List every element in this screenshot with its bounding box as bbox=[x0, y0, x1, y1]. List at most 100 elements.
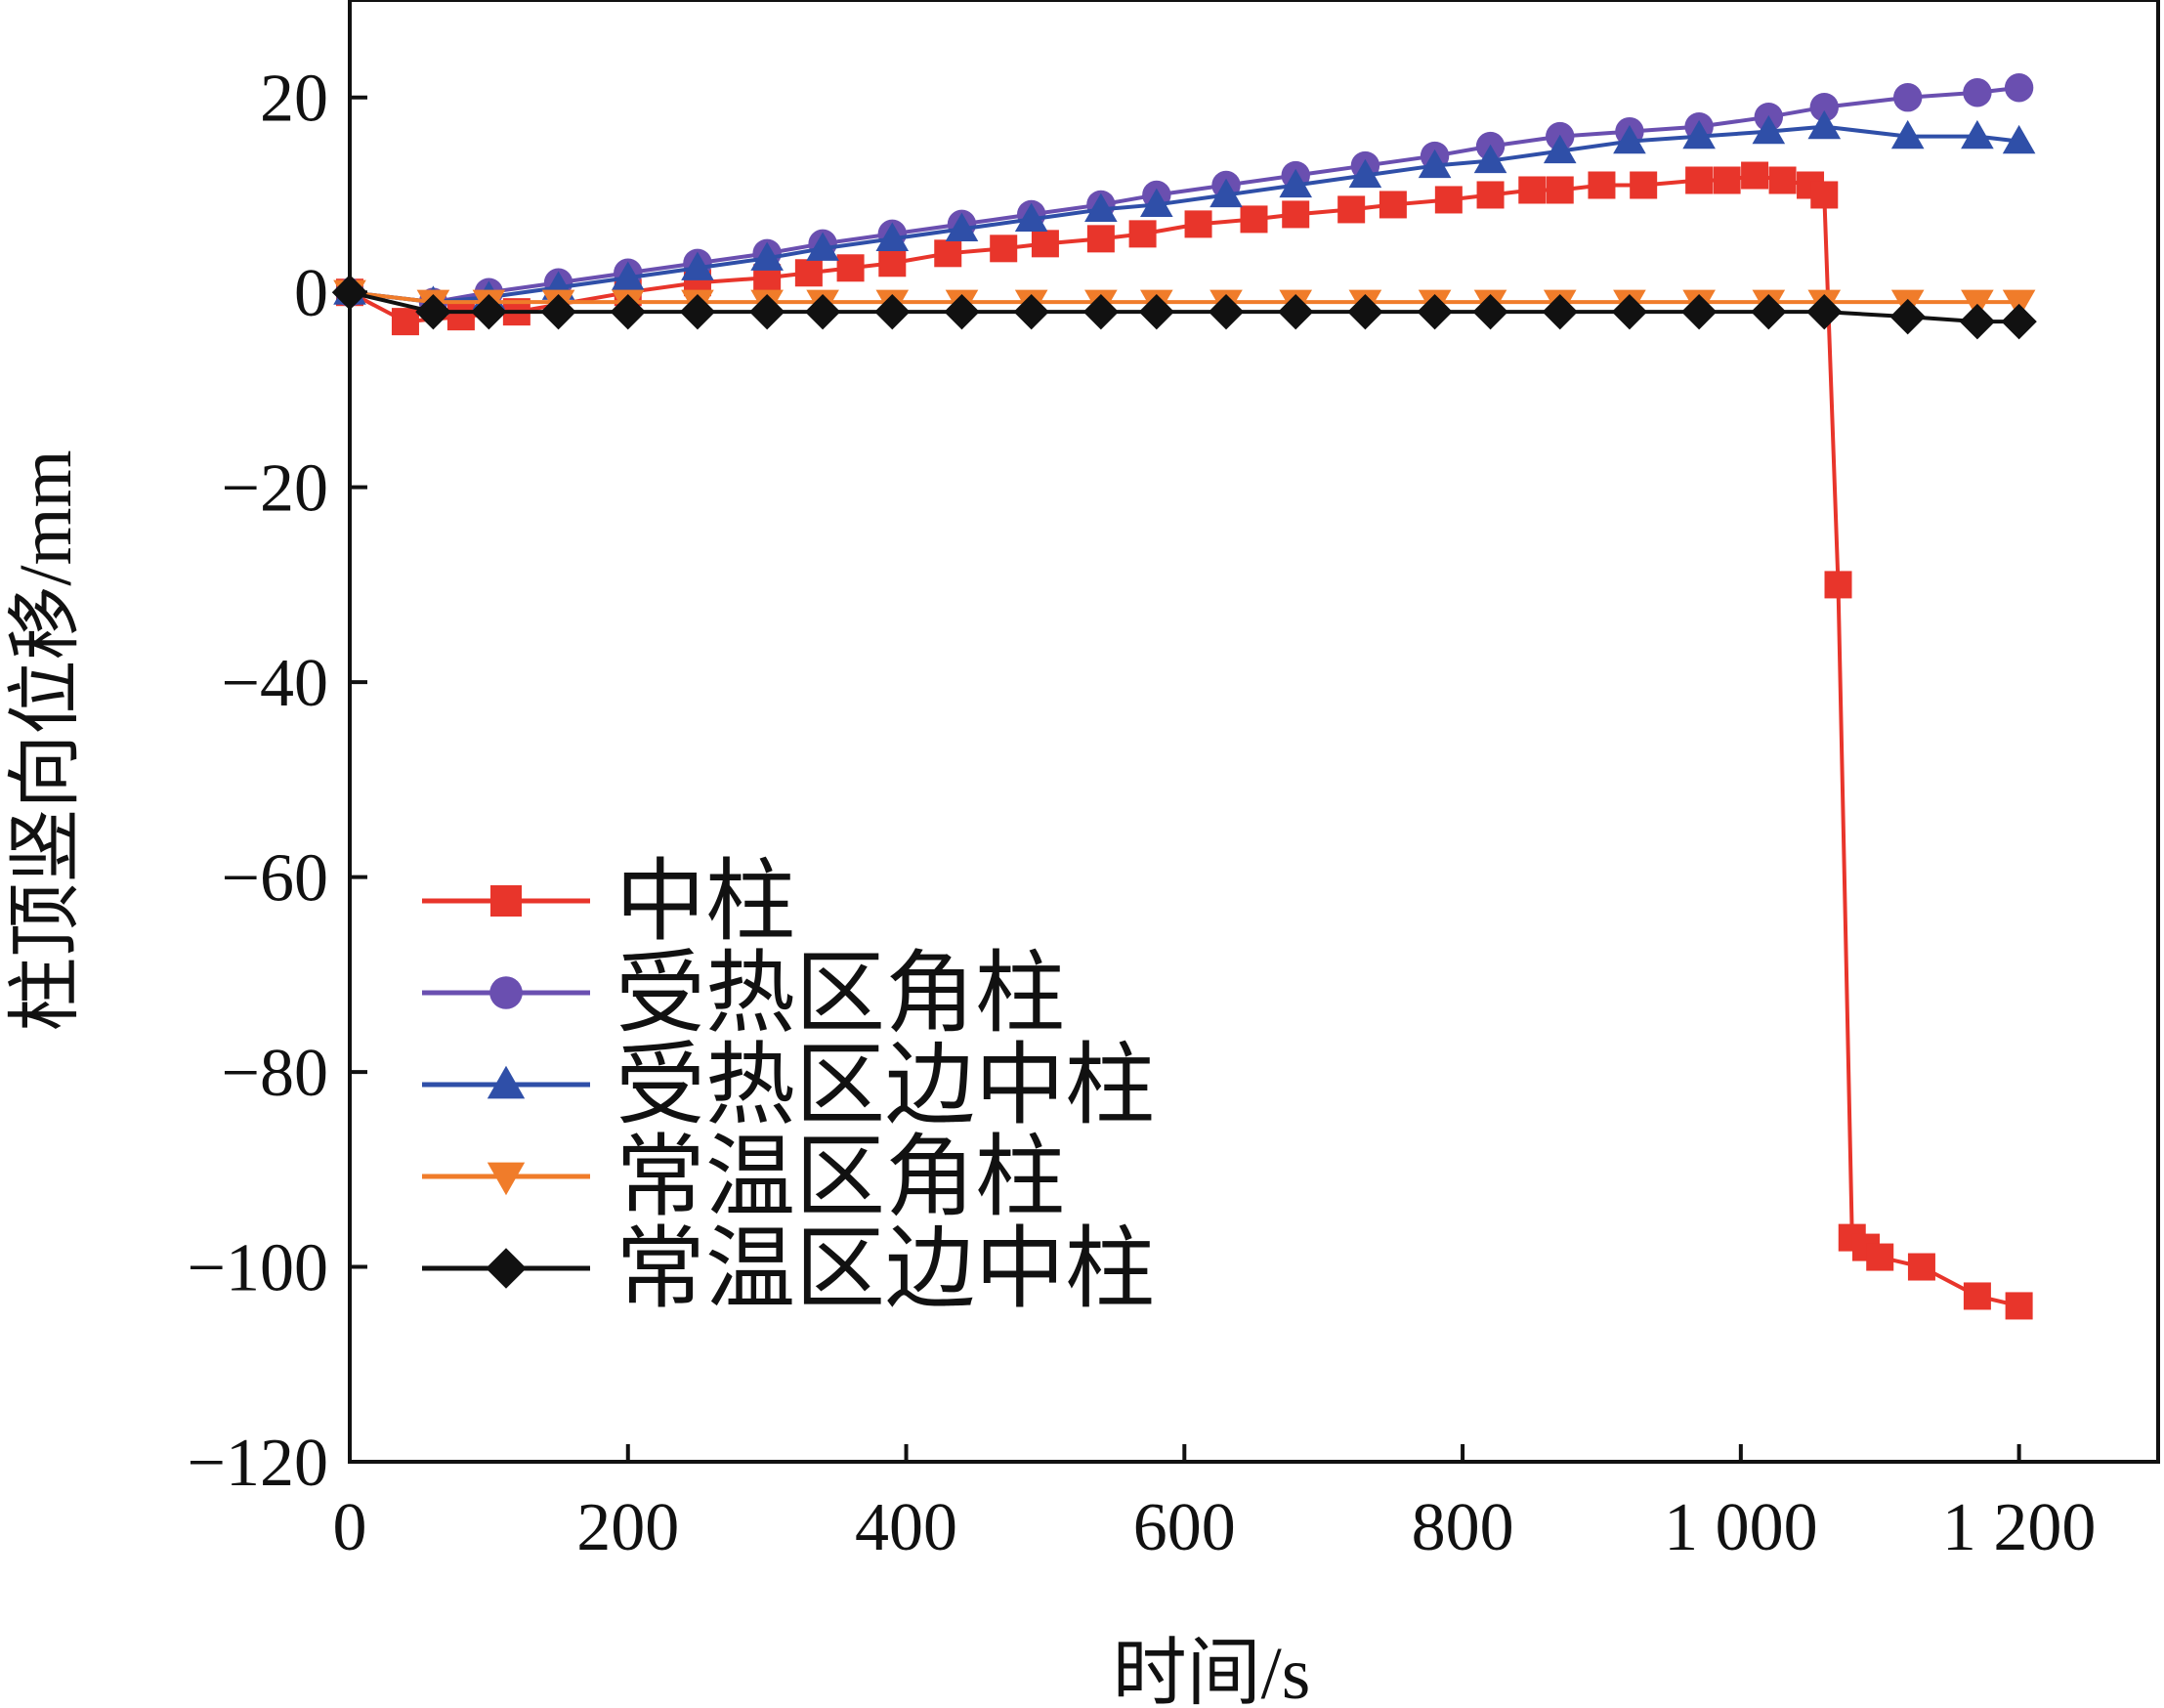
data-point bbox=[794, 259, 823, 287]
series-0 bbox=[336, 161, 2033, 1320]
data-point bbox=[679, 293, 716, 330]
data-point bbox=[1890, 119, 1925, 149]
y-tick-label: 0 bbox=[294, 256, 328, 331]
data-point bbox=[1751, 293, 1787, 330]
data-point bbox=[1866, 1243, 1894, 1271]
data-point bbox=[446, 303, 475, 331]
data-point bbox=[804, 293, 841, 330]
data-point bbox=[1209, 178, 1243, 208]
y-tick-label: −20 bbox=[222, 451, 328, 527]
data-point bbox=[1140, 188, 1173, 218]
data-point bbox=[1208, 293, 1245, 330]
legend-label: 受热区边中柱 bbox=[615, 1033, 1155, 1137]
series-layer bbox=[331, 73, 2037, 1320]
series-line bbox=[349, 173, 2020, 1308]
y-tick-label: −100 bbox=[188, 1231, 328, 1306]
data-point bbox=[875, 222, 910, 251]
data-point bbox=[1138, 293, 1175, 330]
legend-label: 常温区边中柱 bbox=[615, 1217, 1155, 1321]
data-point bbox=[1473, 144, 1507, 174]
data-point bbox=[1713, 166, 1741, 194]
data-point bbox=[1128, 220, 1157, 248]
y-tick-label: 20 bbox=[260, 62, 328, 137]
data-point bbox=[391, 308, 419, 336]
legend-label: 常温区角柱 bbox=[615, 1125, 1065, 1229]
data-point bbox=[748, 293, 785, 330]
data-point bbox=[1337, 195, 1366, 224]
data-point bbox=[878, 249, 907, 278]
legend-label: 受热区角柱 bbox=[615, 941, 1065, 1046]
data-point bbox=[990, 235, 1018, 263]
x-tick-label: 1 000 bbox=[1664, 1490, 1818, 1565]
data-point bbox=[1542, 293, 1578, 330]
series-line bbox=[349, 124, 2019, 305]
legend-label: 中柱 bbox=[615, 849, 795, 954]
y-axis-title: 柱顶竖向位移/mm bbox=[5, 449, 87, 1031]
x-axis-title: 时间/s bbox=[1113, 1633, 1311, 1708]
data-point bbox=[1613, 124, 1646, 154]
data-point bbox=[1810, 181, 1839, 209]
legend-item: 受热区角柱 bbox=[422, 941, 1065, 1046]
data-point bbox=[1806, 293, 1843, 330]
data-point bbox=[1417, 293, 1453, 330]
data-point bbox=[1685, 166, 1714, 194]
x-tick-label: 200 bbox=[576, 1490, 679, 1565]
data-point bbox=[1963, 78, 1992, 107]
legend-item: 中柱 bbox=[422, 849, 795, 954]
y-tick-label: −120 bbox=[188, 1426, 328, 1501]
data-point bbox=[1031, 230, 1059, 258]
data-point bbox=[1824, 571, 1852, 599]
data-point bbox=[1907, 1253, 1935, 1281]
data-point bbox=[1809, 93, 1839, 122]
data-point bbox=[945, 212, 979, 241]
series-2 bbox=[333, 109, 2036, 315]
data-point bbox=[874, 293, 911, 330]
data-point bbox=[1472, 293, 1508, 330]
data-point bbox=[611, 261, 645, 290]
data-point bbox=[1476, 181, 1505, 209]
data-point bbox=[1279, 168, 1313, 198]
data-point bbox=[2002, 124, 2036, 154]
data-point bbox=[934, 239, 962, 268]
data-point bbox=[1680, 293, 1718, 330]
data-point bbox=[1013, 293, 1049, 330]
data-point bbox=[1768, 166, 1797, 194]
legend-marker bbox=[490, 885, 522, 917]
legend-marker bbox=[486, 1248, 527, 1289]
data-point bbox=[836, 254, 865, 282]
data-point bbox=[944, 293, 980, 330]
data-point bbox=[1082, 293, 1120, 330]
legend-marker bbox=[487, 1162, 526, 1196]
data-point bbox=[1282, 200, 1310, 229]
data-point bbox=[540, 293, 576, 330]
y-axis-ticks: 20 0 −20 −40 −60 −80 −100 −120 bbox=[188, 62, 367, 1501]
data-point bbox=[1434, 186, 1463, 214]
data-point bbox=[1084, 192, 1118, 223]
legend-item: 受热区边中柱 bbox=[422, 1033, 1155, 1137]
data-point bbox=[1588, 171, 1616, 199]
data-point bbox=[1347, 293, 1383, 330]
data-point bbox=[750, 241, 784, 271]
legend-item: 常温区角柱 bbox=[422, 1125, 1065, 1229]
data-point bbox=[1278, 293, 1314, 330]
data-point bbox=[806, 232, 839, 261]
legend-marker bbox=[489, 976, 523, 1009]
data-point bbox=[1752, 114, 1786, 145]
data-point bbox=[2005, 1292, 2033, 1320]
data-point bbox=[415, 293, 451, 330]
data-point bbox=[2001, 303, 2037, 340]
data-point bbox=[1961, 119, 1994, 149]
data-point bbox=[1741, 161, 1769, 190]
data-point bbox=[1014, 202, 1048, 232]
series-line bbox=[349, 290, 2019, 305]
data-point bbox=[1418, 149, 1452, 179]
x-tick-label: 600 bbox=[1133, 1490, 1236, 1565]
data-point bbox=[681, 251, 714, 280]
data-point bbox=[1611, 293, 1648, 330]
data-point bbox=[2004, 73, 2034, 103]
data-point bbox=[1543, 134, 1577, 164]
data-point bbox=[1630, 171, 1658, 199]
data-point bbox=[1184, 210, 1212, 238]
data-point bbox=[1963, 1282, 1991, 1310]
